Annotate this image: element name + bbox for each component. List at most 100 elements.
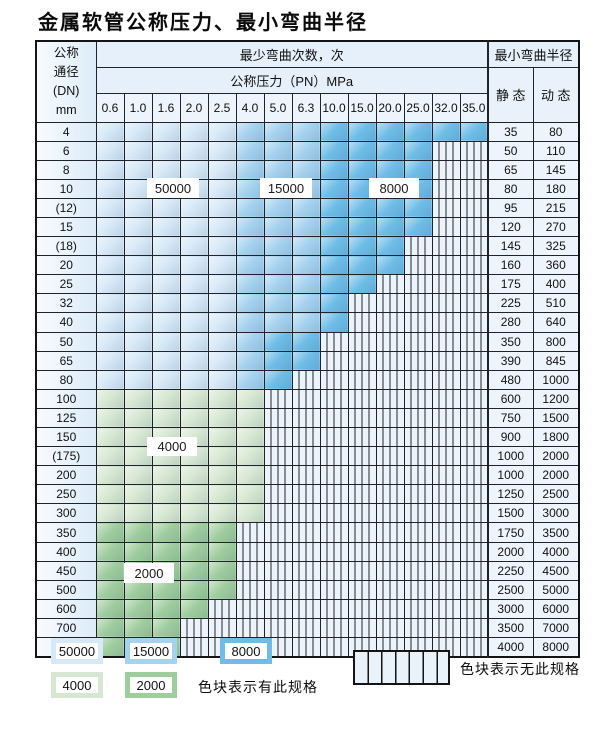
no-spec-cell — [375, 407, 405, 429]
spec-cell-50 — [151, 369, 181, 390]
no-spec-cell — [347, 579, 377, 600]
dynamic-value-cell: 110 — [532, 140, 580, 161]
legend-swatch-2000: 2000 — [125, 672, 177, 698]
static-value-cell: 1250 — [487, 484, 534, 505]
dynamic-value-cell: 2500 — [532, 484, 580, 505]
no-spec-cell — [459, 637, 489, 658]
legend-swatch-label: 2000 — [136, 677, 166, 693]
no-spec-cell — [431, 598, 461, 619]
spec-cell-50 — [179, 331, 209, 352]
spec-cell-15 — [235, 369, 265, 390]
dn-cell: 300 — [35, 503, 97, 524]
pressure-value-header: 1.0 — [123, 92, 153, 123]
dn-cell: (175) — [35, 446, 97, 467]
spec-cell-50 — [151, 236, 181, 257]
spec-cell-80 — [375, 255, 405, 276]
spec-cell-50 — [207, 216, 237, 238]
static-value-cell: 120 — [487, 216, 534, 238]
static-value-cell: 2000 — [487, 541, 534, 562]
legend-swatch-4000: 4000 — [51, 672, 103, 698]
spec-cell-50 — [95, 121, 125, 142]
spec-cell-40 — [151, 407, 181, 429]
dynamic-value-cell: 80 — [532, 121, 580, 142]
no-spec-cell — [235, 579, 265, 600]
spec-cell-80 — [319, 293, 349, 314]
legend-swatch-8000: 8000 — [220, 638, 272, 664]
spec-cell-80 — [291, 350, 321, 371]
spec-cell-50 — [207, 331, 237, 352]
spec-cell-50 — [95, 369, 125, 390]
spec-cell-80 — [403, 216, 433, 238]
spec-cell-50 — [207, 369, 237, 390]
spec-cell-40 — [235, 465, 265, 486]
no-spec-cell — [235, 598, 265, 619]
spec-cell-50 — [151, 197, 181, 218]
spec-cell-50 — [151, 255, 181, 276]
spec-cell-80 — [263, 369, 293, 390]
no-spec-cell — [459, 350, 489, 371]
zone-label-8000: 8000 — [369, 178, 419, 198]
spec-cell-50 — [151, 140, 181, 161]
static-header: 静 态 — [487, 66, 534, 123]
no-spec-cell — [431, 446, 461, 467]
spec-cell-40 — [207, 426, 237, 448]
no-spec-cell — [459, 426, 489, 448]
no-spec-cell — [403, 426, 433, 448]
no-spec-cell — [459, 407, 489, 429]
no-spec-cell — [431, 178, 461, 199]
table-row: 150 900 1800 — [35, 426, 580, 448]
spec-cell-15 — [235, 159, 265, 180]
spec-cell-80 — [375, 121, 405, 142]
dynamic-value-cell: 270 — [532, 216, 580, 238]
no-spec-cell — [431, 388, 461, 409]
no-spec-cell — [319, 350, 349, 371]
spec-cell-20 — [95, 522, 125, 543]
no-spec-cell — [375, 484, 405, 505]
spec-cell-50 — [207, 293, 237, 314]
pressure-value-header: 6.3 — [291, 92, 321, 123]
spec-cell-50 — [123, 159, 153, 180]
no-spec-cell — [431, 617, 461, 639]
table-row: 600 3000 6000 — [35, 598, 580, 619]
table-row: 8 65 145 — [35, 159, 580, 180]
pressure-value-header: 15.0 — [347, 92, 377, 123]
spec-cell-50 — [95, 312, 125, 333]
spec-cell-50 — [207, 236, 237, 257]
spec-cell-40 — [179, 503, 209, 524]
spec-cell-50 — [151, 159, 181, 180]
spec-cell-50 — [179, 197, 209, 218]
static-value-cell: 65 — [487, 159, 534, 180]
pressure-value-header: 35.0 — [459, 92, 489, 123]
spec-cell-15 — [263, 159, 293, 180]
dn-cell: 700 — [35, 617, 97, 639]
spec-cell-50 — [179, 140, 209, 161]
spec-cell-20 — [207, 560, 237, 581]
dn-cell: 200 — [35, 465, 97, 486]
no-spec-cell — [347, 484, 377, 505]
dn-cell: 500 — [35, 579, 97, 600]
table-row: 65 390 845 — [35, 350, 580, 371]
spec-cell-20 — [151, 617, 181, 639]
zone-label-2000: 2000 — [124, 563, 174, 583]
spec-cell-15 — [263, 274, 293, 295]
no-spec-cell — [347, 598, 377, 619]
spec-cell-40 — [151, 465, 181, 486]
dn-cell: 4 — [35, 121, 97, 142]
spec-cell-50 — [151, 331, 181, 352]
spec-cell-15 — [291, 312, 321, 333]
spec-cell-80 — [403, 159, 433, 180]
table-row: 300 1500 3000 — [35, 503, 580, 524]
static-value-cell: 175 — [487, 274, 534, 295]
no-spec-cell — [347, 388, 377, 409]
no-spec-cell — [263, 541, 293, 562]
spec-cell-50 — [151, 312, 181, 333]
dn-cell: 250 — [35, 484, 97, 505]
no-spec-cell — [431, 140, 461, 161]
dynamic-value-cell: 325 — [532, 236, 580, 257]
no-spec-cell — [263, 426, 293, 448]
no-spec-cell — [291, 541, 321, 562]
no-spec-cell — [291, 522, 321, 543]
no-spec-cell — [319, 465, 349, 486]
spec-cell-15 — [235, 236, 265, 257]
spec-cell-50 — [179, 236, 209, 257]
